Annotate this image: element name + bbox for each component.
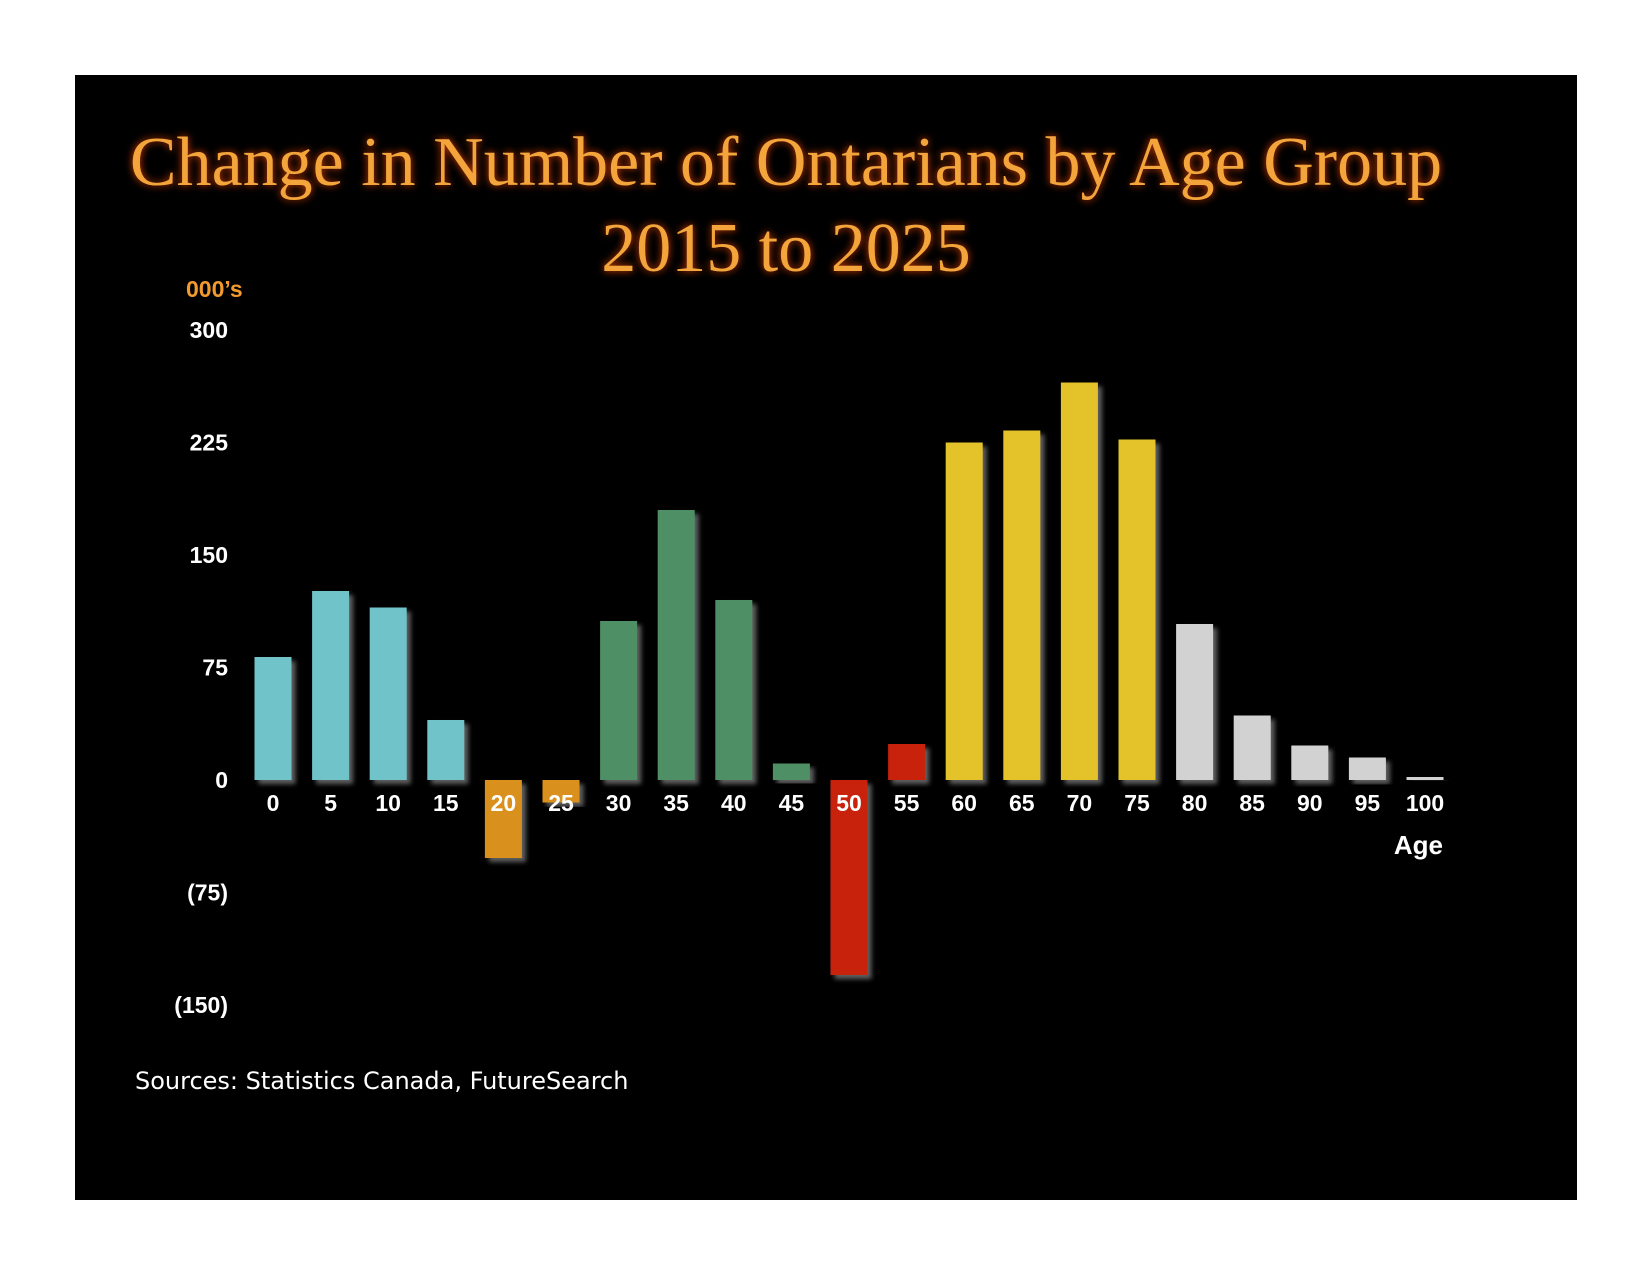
x-tick-label: 0 xyxy=(267,790,280,816)
bar-age-50 xyxy=(830,780,868,975)
x-tick-label: 60 xyxy=(951,790,977,816)
chart-title-line-2: 2015 to 2025 xyxy=(601,210,970,287)
bar-age-35 xyxy=(657,510,695,780)
x-tick-label: 80 xyxy=(1182,790,1208,816)
chart-title: Change in Number of Ontarians by Age Gro… xyxy=(130,124,1442,287)
y-tick-label: 300 xyxy=(190,317,228,343)
bar-age-80 xyxy=(1176,624,1214,780)
x-axis-ticks: 0 5 10 15 20 25 30 35 40 45 50 55 60 65 70 75 80 85 90 95 10… xyxy=(267,790,1445,816)
x-tick-label: 95 xyxy=(1355,790,1381,816)
bar-age-0 xyxy=(254,657,292,780)
bar-age-55 xyxy=(888,744,926,780)
x-tick-label: 55 xyxy=(894,790,920,816)
bar-age-5 xyxy=(312,591,350,780)
bar-age-90 xyxy=(1291,745,1329,780)
bar-age-75 xyxy=(1118,439,1156,780)
x-tick-label: 85 xyxy=(1239,790,1265,816)
bar-age-60 xyxy=(945,442,983,780)
bar-age-40 xyxy=(715,600,753,780)
x-tick-label: 15 xyxy=(433,790,459,816)
y-tick-label: 75 xyxy=(202,655,228,681)
y-tick-label: (75) xyxy=(187,880,228,906)
chart-slide: Change in Number of Ontarians by Age Gro… xyxy=(75,75,1577,1200)
bar-age-25 xyxy=(542,780,580,803)
x-tick-label: 10 xyxy=(375,790,401,816)
bar-age-70 xyxy=(1060,382,1098,780)
x-tick-label: 25 xyxy=(548,790,574,816)
y-tick-label: (150) xyxy=(174,992,228,1018)
x-tick-label: 100 xyxy=(1406,790,1444,816)
x-tick-label: 20 xyxy=(491,790,517,816)
bar-age-65 xyxy=(1003,430,1041,780)
bar-age-30 xyxy=(600,621,638,780)
bar-age-45 xyxy=(772,763,810,780)
x-tick-label: 90 xyxy=(1297,790,1323,816)
bar-age-100 xyxy=(1406,777,1444,780)
x-tick-label: 65 xyxy=(1009,790,1035,816)
bar-age-10 xyxy=(369,607,407,780)
bars-group xyxy=(254,382,1444,975)
y-tick-label: 0 xyxy=(215,767,228,793)
bar-age-85 xyxy=(1233,715,1271,780)
x-tick-label: 70 xyxy=(1067,790,1093,816)
x-tick-label: 75 xyxy=(1124,790,1150,816)
x-tick-label: 50 xyxy=(836,790,862,816)
x-tick-label: 40 xyxy=(721,790,747,816)
y-tick-label: 150 xyxy=(190,542,228,568)
chart-canvas: Change in Number of Ontarians by Age Gro… xyxy=(130,124,1445,1095)
bar-age-95 xyxy=(1348,757,1386,780)
y-axis-ticks: 300 225 150 75 0 (75) (150) xyxy=(174,317,228,1018)
x-tick-label: 30 xyxy=(606,790,632,816)
source-note: Sources: Statistics Canada, FutureSearch xyxy=(135,1067,628,1095)
chart-title-line-1: Change in Number of Ontarians by Age Gro… xyxy=(130,124,1442,201)
x-tick-label: 45 xyxy=(779,790,805,816)
x-axis-label: Age xyxy=(1394,830,1443,860)
y-tick-label: 225 xyxy=(190,430,229,456)
y-axis-unit-label: 000’s xyxy=(186,276,243,302)
bar-age-15 xyxy=(427,720,465,780)
x-tick-label: 35 xyxy=(663,790,689,816)
x-tick-label: 5 xyxy=(324,790,337,816)
bar-age-20 xyxy=(484,780,522,858)
